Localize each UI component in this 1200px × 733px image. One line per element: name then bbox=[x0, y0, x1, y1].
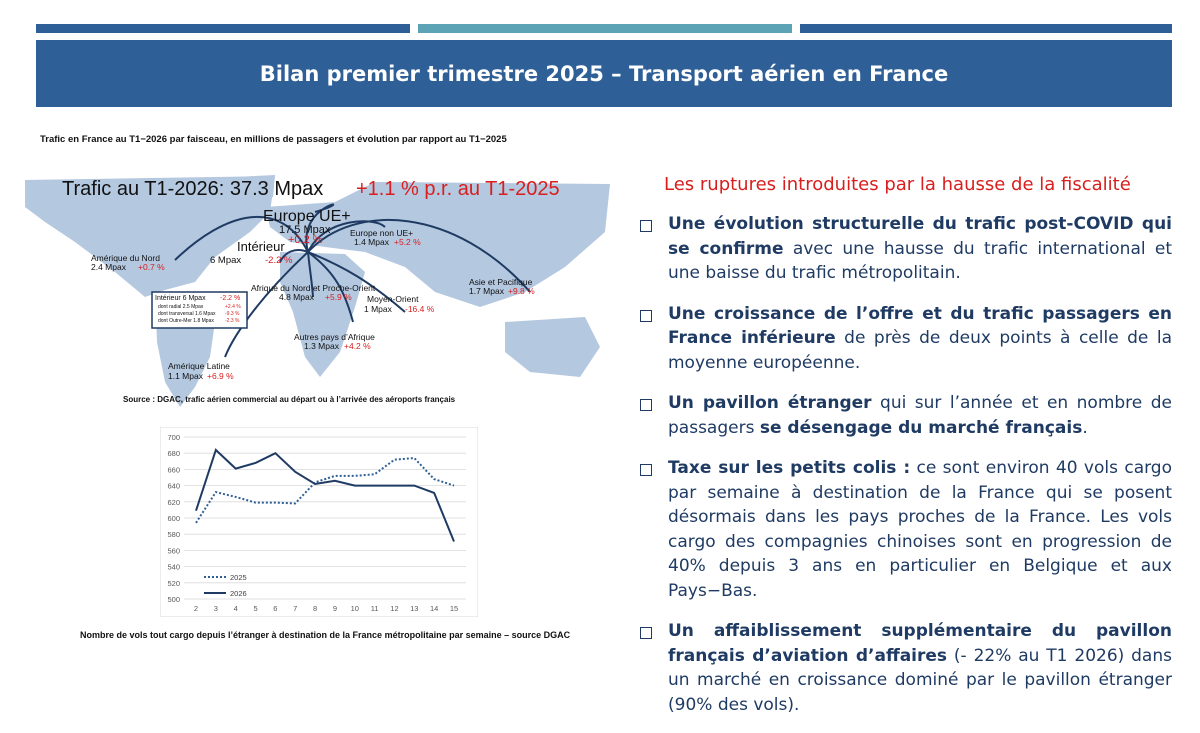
x-tick-label: 7 bbox=[293, 604, 297, 613]
bullet-item: Un affaiblissement supplémentaire du pav… bbox=[636, 619, 1172, 717]
inset-title-change: -2.2 % bbox=[220, 295, 240, 302]
y-tick-label: 600 bbox=[167, 514, 180, 523]
y-tick-label: 540 bbox=[167, 563, 180, 572]
amerique-nord-value: 2.4 Mpax bbox=[91, 262, 127, 272]
interieur-change: -2.2 % bbox=[265, 255, 293, 266]
bullet-item: Une croissance de l’offre et du trafic p… bbox=[636, 302, 1172, 376]
chart-caption: Nombre de vols tout cargo depuis l’étran… bbox=[80, 630, 571, 640]
interieur-name: Intérieur bbox=[237, 239, 285, 254]
checkbox-bullet-icon bbox=[640, 399, 652, 411]
right-heading: Les ruptures introduites par la hausse d… bbox=[664, 174, 1131, 195]
checkbox-bullet-icon bbox=[640, 220, 652, 232]
afrique-nord-change: +5.9 % bbox=[325, 292, 352, 302]
headline-change: +1.1 % p.r. au T1-2025 bbox=[356, 178, 560, 200]
x-tick-label: 13 bbox=[410, 604, 418, 613]
amerique-latine-value: 1.1 Mpax bbox=[168, 371, 204, 381]
bullet-item: Un pavillon étranger qui sur l’année et … bbox=[636, 391, 1172, 440]
inset-row-change: -9.3 % bbox=[225, 311, 240, 317]
page-title: Bilan premier trimestre 2025 – Transport… bbox=[259, 61, 949, 86]
x-tick-label: 3 bbox=[214, 604, 218, 613]
x-tick-label: 12 bbox=[390, 604, 398, 613]
afrique-nord-value: 4.8 Mpax bbox=[279, 292, 315, 302]
asie-change: +9.8 % bbox=[508, 286, 535, 296]
top-bar-1 bbox=[36, 24, 410, 33]
interieur-inset-box bbox=[151, 291, 248, 329]
x-tick-label: 6 bbox=[273, 604, 277, 613]
y-tick-label: 640 bbox=[167, 482, 180, 491]
inset-row-change: +2.4 % bbox=[225, 304, 241, 310]
y-tick-label: 620 bbox=[167, 498, 180, 507]
inset-row-label: dont Outre-Mer 1.8 Mpax bbox=[158, 318, 214, 324]
map-caption: Trafic en France au T1−2026 par faisceau… bbox=[40, 134, 507, 145]
afrique-name: Autres pays d’Afrique bbox=[294, 332, 375, 342]
traffic-map: Trafic au T1-2026: 37.3 Mpax +1.1 % p.r.… bbox=[25, 175, 610, 407]
amerique-nord-change: +0.7 % bbox=[138, 262, 165, 272]
inset-title: Intérieur 6 Mpax bbox=[155, 295, 206, 302]
asie-value: 1.7 Mpax bbox=[469, 286, 505, 296]
title-banner: Bilan premier trimestre 2025 – Transport… bbox=[36, 40, 1172, 107]
x-tick-label: 10 bbox=[351, 604, 359, 613]
checkbox-bullet-icon bbox=[640, 627, 652, 639]
amerique-latine-change: +6.9 % bbox=[207, 371, 234, 381]
world-map-background bbox=[25, 175, 610, 407]
amerique-nord-name: Amérique du Nord bbox=[91, 253, 160, 263]
bullet-list: Une évolution structurelle du trafic pos… bbox=[636, 212, 1172, 733]
y-tick-label: 580 bbox=[167, 530, 180, 539]
top-bar-3 bbox=[800, 24, 1172, 33]
moyen-orient-name: Moyen-Orient bbox=[367, 294, 419, 304]
map-source: Source : DGAC, trafic aérien commercial … bbox=[123, 395, 456, 404]
europe-ue-name: Europe UE+ bbox=[263, 208, 351, 225]
checkbox-bullet-icon bbox=[640, 464, 652, 476]
series-line-2025 bbox=[195, 457, 455, 524]
interieur-value: 6 Mpax bbox=[210, 255, 241, 266]
inset-row-label: dont radial 2.5 Mpax bbox=[158, 304, 204, 310]
series-line-2026 bbox=[195, 448, 455, 542]
x-tick-label: 11 bbox=[371, 604, 379, 613]
checkbox-bullet-icon bbox=[640, 309, 652, 322]
y-tick-label: 560 bbox=[167, 546, 180, 555]
inset-row-change: -2.3 % bbox=[225, 318, 240, 324]
europe-ue-value: 17.5 Mpax bbox=[279, 224, 331, 236]
moyen-orient-change: -16.4 % bbox=[405, 304, 435, 314]
inset-row-label: dont transversal 1.6 Mpax bbox=[158, 311, 216, 317]
x-tick-label: 9 bbox=[333, 604, 337, 613]
y-tick-label: 680 bbox=[167, 449, 180, 458]
y-tick-label: 500 bbox=[167, 595, 180, 604]
europe-non-ue-value: 1.4 Mpax bbox=[354, 237, 390, 247]
amerique-latine-name: Amérique Latine bbox=[168, 361, 230, 371]
y-tick-label: 660 bbox=[167, 465, 180, 474]
x-tick-label: 2 bbox=[194, 604, 198, 613]
legend-label: 2026 bbox=[230, 589, 247, 598]
bullet-item: Une évolution structurelle du trafic pos… bbox=[636, 212, 1172, 286]
x-tick-label: 14 bbox=[430, 604, 438, 613]
flow-arcs bbox=[174, 203, 531, 358]
europe-non-ue-name: Europe non UE+ bbox=[350, 228, 413, 238]
y-tick-label: 520 bbox=[167, 579, 180, 588]
bullet-item: Taxe sur les petits colis : ce sont envi… bbox=[636, 456, 1172, 603]
cargo-flights-chart: 500 520 540 560 580 600 620 640 660 680 700 2 3 4 5 6 7 8… bbox=[160, 427, 478, 617]
asie-name: Asie et Pacifique bbox=[469, 277, 533, 287]
top-bar-2 bbox=[418, 24, 792, 33]
moyen-orient-value: 1 Mpax bbox=[364, 304, 393, 314]
y-tick-label: 700 bbox=[167, 433, 180, 442]
chart-frame bbox=[160, 427, 478, 617]
x-tick-label: 8 bbox=[313, 604, 317, 613]
x-tick-label: 5 bbox=[253, 604, 257, 613]
headline: Trafic au T1-2026: 37.3 Mpax bbox=[62, 178, 323, 200]
afrique-nord-name: Afrique du Nord et Proche-Orient bbox=[251, 283, 376, 293]
x-tick-label: 4 bbox=[234, 604, 238, 613]
afrique-change: +4.2 % bbox=[344, 341, 371, 351]
europe-non-ue-change: +5.2 % bbox=[394, 237, 421, 247]
afrique-value: 1.3 Mpax bbox=[304, 341, 340, 351]
europe-ue-change: +0.2 % bbox=[288, 234, 323, 246]
x-tick-label: 15 bbox=[450, 604, 458, 613]
legend-label: 2025 bbox=[230, 573, 247, 582]
